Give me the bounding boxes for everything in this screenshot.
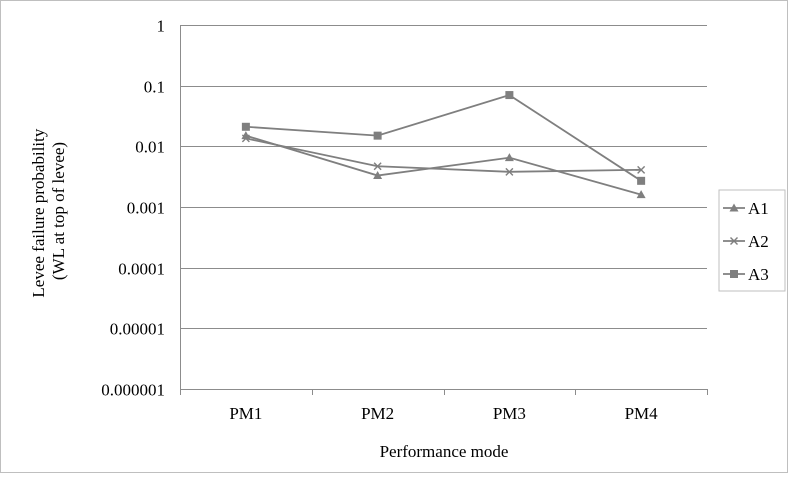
data-point-a3 [241, 122, 250, 131]
axes [180, 25, 708, 395]
series-a1 [241, 131, 646, 199]
legend-marker-a2 [730, 237, 738, 245]
series-line-a2 [245, 137, 642, 173]
data-point-a2 [373, 162, 382, 171]
x-tick-label: PM2 [361, 404, 394, 423]
data-point-a2 [637, 165, 646, 174]
data-point-a2 [505, 167, 514, 176]
series-line-a3 [245, 94, 642, 182]
data-point-a1 [373, 171, 383, 180]
legend-item-a1: A1 [723, 199, 769, 218]
y-tick-label: 0.1 [144, 78, 165, 97]
legend-item-a3: A3 [723, 265, 769, 284]
marker-x-stroke [730, 237, 738, 245]
marker-x-stroke [505, 167, 514, 176]
gridlines [180, 25, 707, 329]
legend-item-a2: A2 [723, 232, 769, 251]
y-tick-label: 0.00001 [110, 320, 165, 339]
x-tick-label: PM4 [625, 404, 659, 423]
x-tick-label: PM1 [229, 404, 262, 423]
marker-x-stroke [241, 134, 250, 143]
y-axis-title-line-1: Levee failure probability [29, 128, 48, 297]
marker-x-stroke [637, 165, 646, 174]
legend-marker-a3 [730, 270, 738, 278]
data-point-a3 [373, 131, 382, 140]
legend-marker-a1 [729, 203, 739, 212]
y-tick-label: 0.0001 [118, 260, 165, 279]
data-point-a1 [636, 190, 646, 199]
y-tick-label: 0.01 [135, 138, 165, 157]
legend-label-a1: A1 [748, 199, 769, 218]
y-tick-labels: 1 0.1 0.01 0.001 0.0001 0.00001 0.000001 [101, 17, 165, 400]
x-tick-labels: PM1 PM2 PM3 PM4 [229, 404, 658, 423]
legend-label-a2: A2 [748, 232, 769, 251]
y-tick-label: 0.001 [127, 199, 165, 218]
data-point-a1 [504, 153, 514, 162]
series-a3 [241, 91, 646, 185]
marker-x-stroke [373, 162, 382, 171]
x-tick-label: PM3 [493, 404, 526, 423]
y-tick-label: 1 [157, 17, 166, 36]
data-point-a3 [637, 176, 646, 185]
x-axis-title: Performance mode [380, 442, 509, 461]
y-axis-title-line-2: (WL at top of levee) [49, 142, 68, 280]
series-line-a1 [245, 134, 642, 196]
y-axis-title: Levee failure probability (WL at top of … [29, 124, 68, 297]
data-point-a2 [241, 134, 250, 143]
data-point-a3 [505, 91, 514, 100]
legend: A1 A2 A3 [718, 189, 786, 292]
y-tick-label: 0.000001 [101, 381, 165, 400]
series-a2 [241, 134, 646, 176]
legend-label-a3: A3 [748, 265, 769, 284]
series-lines [241, 91, 646, 199]
